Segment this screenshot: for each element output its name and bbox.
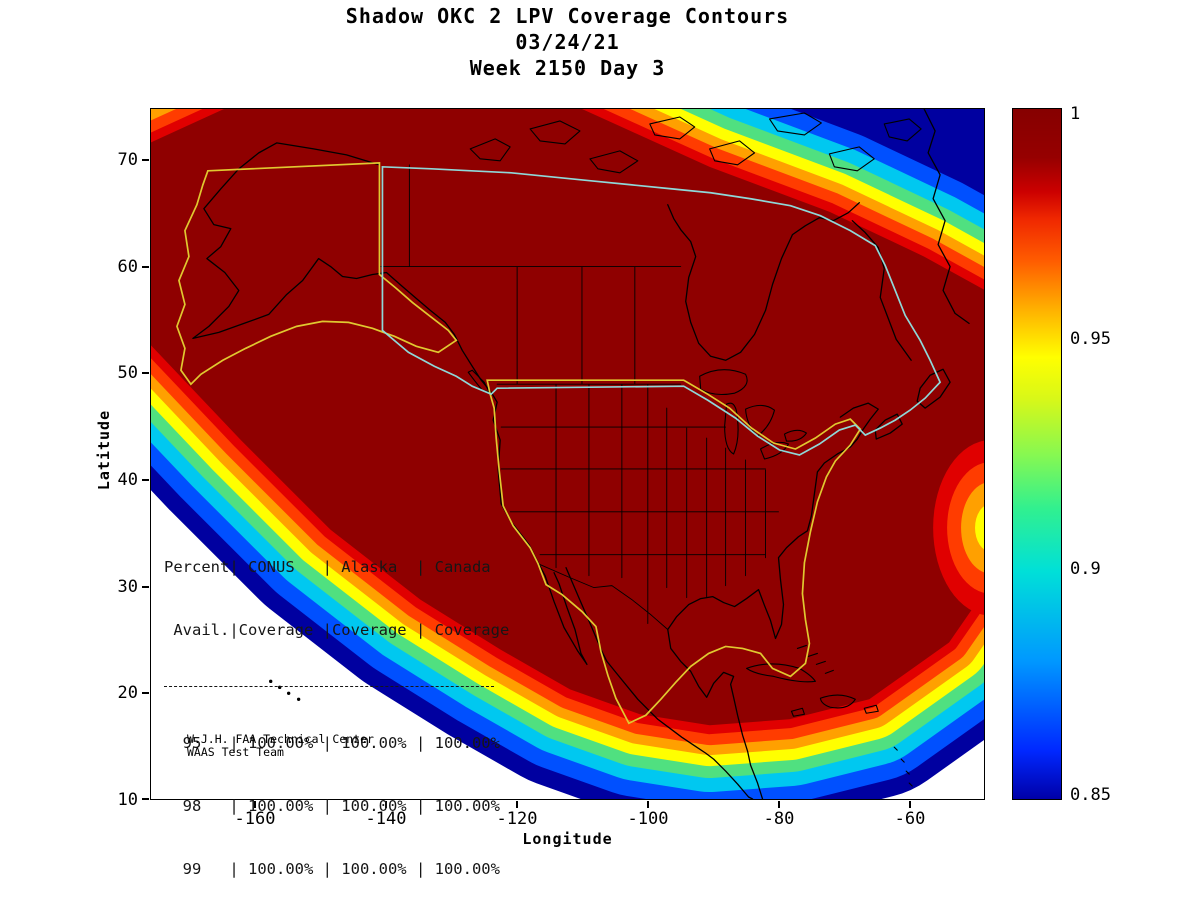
x-tick-label--80: -80 (763, 809, 795, 829)
colorbar-gradient (1013, 109, 1061, 799)
x-tick-label--160: -160 (234, 809, 276, 829)
coastline-east (667, 220, 951, 799)
colorbar-label-095: 0.95 (1070, 329, 1111, 349)
coverage-table-separator (164, 686, 494, 687)
coverage-table-row-98: 98 | 100.00% | 100.00% | 100.00% (164, 797, 500, 815)
colorbar-label-1: 1 (1070, 104, 1081, 124)
coverage-table-row-99: 99 | 100.00% | 100.00% | 100.00% (164, 860, 500, 878)
coverage-table-header-2: Avail.|Coverage |Coverage | Coverage (164, 621, 510, 639)
y-tick-label-50: 50 (117, 363, 138, 383)
colorbar-label-085: 0.85 (1070, 785, 1111, 805)
map-linework (192, 109, 970, 799)
colorbar-label-09: 0.9 (1070, 559, 1101, 579)
y-tick-label-60: 60 (117, 257, 138, 277)
x-axis-label: Longitude (522, 830, 613, 848)
y-tick-mark (142, 159, 149, 161)
title-line-1: Shadow OKC 2 LPV Coverage Contours (345, 4, 790, 28)
hawaii-island-dot (269, 679, 273, 684)
coverage-table-row-95: 95 | 100.00% | 100.00% | 100.00% (164, 734, 500, 752)
waas-boundary-canada (381, 165, 942, 456)
y-tick-mark (142, 692, 149, 694)
x-tick-mark (254, 801, 256, 808)
y-tick-label-40: 40 (117, 470, 138, 490)
map-plot-area: Percent| CONUS | Alaska | Canada Avail.|… (150, 108, 985, 878)
y-tick-mark (142, 266, 149, 268)
coverage-map-svg (151, 109, 984, 799)
hawaii-island-dot (286, 691, 291, 696)
y-tick-label-30: 30 (117, 577, 138, 597)
y-axis-label: Latitude (95, 409, 113, 491)
y-tick-mark (142, 798, 149, 800)
x-tick-mark (516, 801, 518, 808)
y-tick-mark (142, 479, 149, 481)
state-province-borders (379, 164, 779, 630)
figure-title: Shadow OKC 2 LPV Coverage Contours 03/24… (150, 3, 985, 81)
title-line-3: Week 2150 Day 3 (469, 56, 666, 80)
x-tick-mark (909, 801, 911, 808)
pocket-band-orange (961, 483, 984, 573)
pocket-band-yellow (975, 506, 984, 550)
y-tick-mark (142, 586, 149, 588)
y-tick-label-10: 10 (117, 790, 138, 810)
x-tick-mark (778, 801, 780, 808)
y-tick-label-20: 20 (117, 683, 138, 703)
warm-pocket-atlantic (933, 440, 984, 615)
credit-text: W.J.H. FAA Technical Center WAAS Test Te… (187, 733, 374, 759)
coastline-west (192, 142, 754, 799)
credit-line-1: W.J.H. FAA Technical Center (187, 732, 374, 746)
hawaii-islands (269, 679, 301, 701)
x-tick-label--100: -100 (627, 809, 669, 829)
title-line-2: 03/24/21 (515, 30, 620, 54)
coverage-table: Percent| CONUS | Alaska | Canada Avail.|… (164, 515, 509, 900)
waas-boundary-alaska-conus (176, 161, 862, 725)
x-tick-mark (647, 801, 649, 808)
y-tick-mark (142, 372, 149, 374)
hawaii-island-dot (296, 697, 301, 701)
y-tick-label-70: 70 (117, 150, 138, 170)
x-tick-label--120: -120 (496, 809, 538, 829)
coverage-table-header-1: Percent| CONUS | Alaska | Canada (164, 558, 491, 576)
x-tick-mark (385, 801, 387, 808)
credit-line-2: WAAS Test Team (187, 745, 284, 759)
colorbar (1012, 108, 1062, 800)
x-tick-label--140: -140 (365, 809, 407, 829)
x-tick-label--60: -60 (894, 809, 926, 829)
